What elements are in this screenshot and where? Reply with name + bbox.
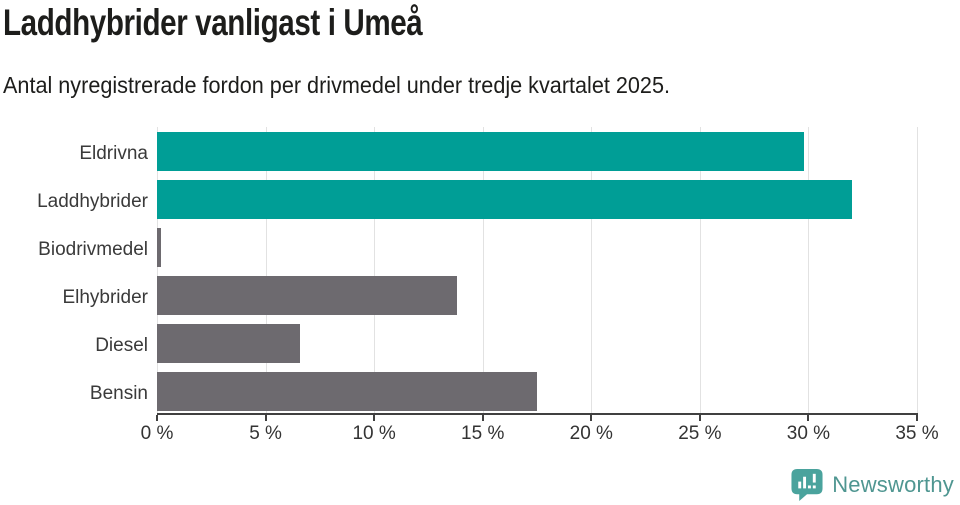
category-label-elhybrider: Elhybrider — [62, 286, 148, 308]
chart-title: Laddhybrider vanligast i Umeå — [3, 2, 423, 43]
x-axis-tick-label: 0 % — [140, 423, 174, 444]
x-axis-tick-label: 10 % — [352, 423, 396, 444]
newsworthy-wordmark: Newsworthy — [832, 471, 954, 497]
newsworthy-logo: Newsworthy — [790, 468, 954, 501]
x-axis-tick-label: 15 % — [461, 423, 505, 444]
gridline — [917, 127, 918, 415]
x-axis-tick-label: 30 % — [786, 423, 831, 444]
gridline — [374, 127, 376, 415]
category-label-bensin: Bensin — [89, 382, 148, 404]
x-axis-tick-label: 35 % — [895, 423, 939, 444]
newsworthy-chart-bubble-icon — [791, 468, 823, 501]
x-axis-tick — [807, 415, 810, 421]
x-axis-tick — [590, 415, 593, 421]
x-axis-tick-label: 5 % — [249, 423, 282, 444]
x-axis-line — [157, 413, 918, 415]
bar-elhybrider — [157, 276, 457, 315]
category-axis: Eldrivna Laddhybrider Biodrivmedel Elhybrid… — [0, 127, 148, 415]
chart-subtitle: Antal nyregistrerade fordon per drivmede… — [3, 72, 671, 98]
x-axis-tick — [481, 415, 484, 421]
bar-row — [157, 223, 917, 271]
category-label-eldrivna: Eldrivna — [79, 142, 148, 164]
x-axis-tick-label: 25 % — [678, 423, 722, 444]
bar-chart-plot-area — [157, 127, 918, 415]
x-axis-tick — [916, 415, 918, 421]
bar-diesel — [157, 324, 301, 363]
x-axis-tick — [698, 415, 701, 421]
x-axis-tick — [156, 415, 158, 421]
bar-rows — [157, 127, 917, 415]
gridline — [265, 127, 267, 415]
category-label-diesel: Diesel — [95, 334, 148, 356]
bar-bensin — [157, 372, 537, 411]
bar-laddhybrider — [157, 180, 852, 219]
bar-row — [157, 319, 917, 367]
gridline — [157, 127, 158, 415]
gridline — [808, 127, 810, 415]
gridline — [699, 127, 701, 415]
gridline — [591, 127, 593, 415]
category-label-biodrivmedel: Biodrivmedel — [38, 238, 148, 260]
x-axis-tick — [373, 415, 376, 421]
x-axis-tick — [264, 415, 267, 421]
bar-row — [157, 367, 917, 415]
x-axis-tick-label: 20 % — [569, 423, 613, 444]
bar-biodrivmedel — [157, 228, 162, 267]
category-label-laddhybrider: Laddhybrider — [37, 190, 148, 212]
bar-row — [157, 175, 917, 223]
bar-row — [157, 271, 917, 319]
bar-eldrivna — [157, 132, 805, 171]
bar-row — [157, 127, 917, 175]
gridline — [482, 127, 484, 415]
